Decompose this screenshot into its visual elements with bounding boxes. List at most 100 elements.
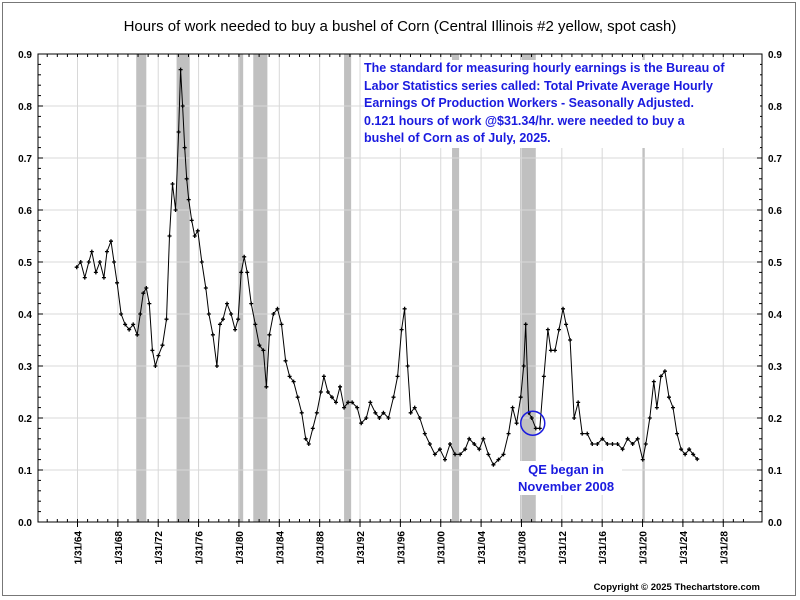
data-point (78, 260, 83, 264)
data-point (164, 317, 169, 322)
data-point (112, 260, 117, 264)
recession-band (452, 54, 460, 522)
data-point (615, 442, 620, 446)
data-point (93, 270, 98, 275)
data-point (150, 348, 155, 353)
x-tick-label: 1/31/92 (356, 531, 367, 565)
chart-title: Hours of work needed to buy a bushel of … (123, 18, 677, 35)
data-point (101, 275, 106, 280)
data-point (199, 260, 204, 264)
qe-line-2: November 2008 (517, 479, 615, 494)
data-point (654, 405, 659, 410)
data-point (377, 416, 382, 420)
data-point (691, 452, 696, 457)
data-point (287, 374, 292, 379)
data-point (156, 353, 161, 358)
data-point (233, 327, 238, 332)
data-point (160, 343, 165, 348)
x-tick-label: 1/31/68 (114, 531, 125, 565)
data-point (580, 431, 585, 436)
data-point (195, 228, 200, 233)
data-point (687, 447, 692, 452)
recession-band (520, 54, 536, 522)
x-tick-label: 1/31/24 (679, 531, 690, 565)
data-point (236, 317, 241, 322)
data-point (338, 384, 343, 389)
annotation-note: The standard for measuring hourly earnin… (364, 60, 760, 148)
data-point (359, 421, 364, 426)
data-point (217, 322, 222, 327)
y-tick-label-right: 0.7 (768, 154, 782, 165)
data-point (123, 322, 128, 327)
data-point (310, 426, 315, 431)
x-tick-label: 1/31/28 (719, 531, 730, 565)
data-point (422, 431, 427, 436)
data-point (306, 442, 311, 446)
data-point (318, 390, 323, 394)
data-point (671, 405, 676, 410)
data-point (210, 332, 215, 337)
data-point (334, 400, 339, 405)
data-point (496, 457, 501, 462)
x-tick-label: 1/31/76 (195, 531, 206, 565)
y-tick-label-right: 0.6 (768, 206, 782, 217)
data-point (399, 327, 404, 332)
data-point (350, 400, 355, 405)
data-point (620, 447, 625, 452)
data-point (192, 234, 197, 238)
data-point (556, 327, 561, 332)
data-point (630, 442, 635, 446)
y-tick-label-left: 0.5 (18, 258, 32, 269)
data-point (408, 410, 413, 415)
data-point (395, 374, 400, 379)
data-point (182, 145, 187, 150)
x-tick-label: 1/31/96 (396, 531, 407, 565)
recession-band (253, 54, 268, 522)
data-point (239, 270, 244, 275)
data-point (548, 348, 553, 353)
recession-band (642, 54, 645, 522)
data-point (658, 374, 663, 379)
data-point (386, 416, 391, 420)
data-point (115, 280, 120, 285)
data-point (373, 410, 378, 415)
data-point (206, 312, 211, 316)
data-point (245, 270, 250, 275)
data-point (314, 410, 319, 415)
data-point (229, 312, 234, 316)
data-point (679, 447, 684, 452)
data-point (186, 197, 191, 202)
data-point (321, 374, 326, 379)
data-point (477, 447, 482, 452)
data-point (342, 405, 347, 410)
data-point (184, 176, 189, 181)
data-point (203, 286, 208, 290)
note-line: The standard for measuring hourly earnin… (364, 61, 725, 75)
data-point (625, 436, 630, 441)
note-line: Labor Statistics series called: Total Pr… (364, 78, 713, 93)
data-point (640, 457, 645, 462)
data-point (108, 239, 113, 244)
data-point (662, 369, 667, 374)
data-point (189, 218, 194, 223)
data-point (325, 390, 330, 394)
data-point (225, 301, 230, 306)
data-point (405, 364, 410, 368)
data-point (564, 322, 569, 327)
data-point (299, 410, 304, 415)
data-point (402, 306, 407, 311)
y-tick-label-left: 0.7 (18, 154, 32, 165)
data-point (510, 405, 515, 410)
data-point (267, 332, 272, 337)
data-point (82, 275, 87, 280)
x-tick-label: 1/31/80 (235, 531, 246, 565)
note-line: 0.121 hours of work @$31.34/hr. were nee… (364, 113, 685, 128)
data-point (437, 447, 442, 452)
data-point (427, 442, 432, 446)
y-tick-label-right: 0.0 (768, 518, 782, 529)
data-point (561, 306, 566, 311)
data-point (643, 442, 648, 446)
x-tick-label: 1/31/16 (598, 531, 609, 565)
data-point (242, 254, 247, 259)
y-tick-label-right: 0.3 (768, 362, 782, 373)
